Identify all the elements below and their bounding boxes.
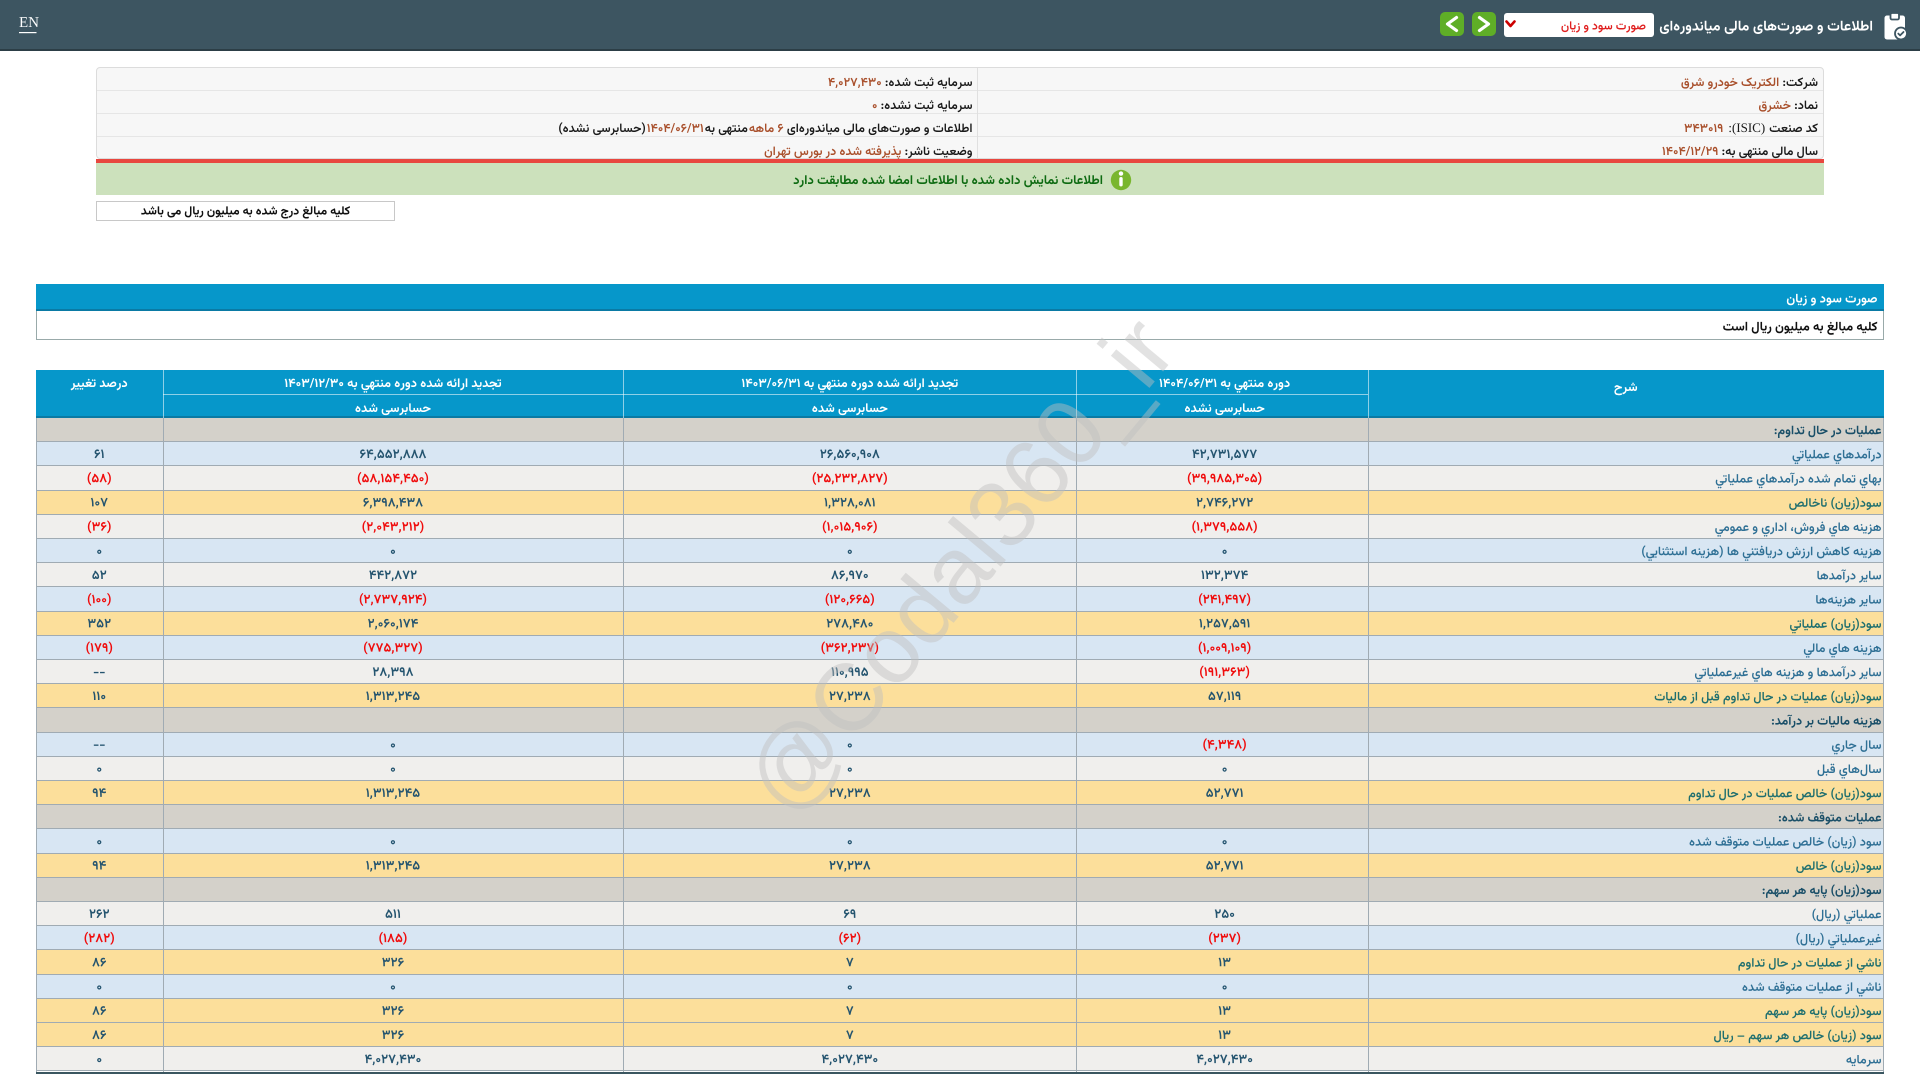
svg-text:@Codal360_ir: @Codal360_ir: [724, 298, 1195, 834]
